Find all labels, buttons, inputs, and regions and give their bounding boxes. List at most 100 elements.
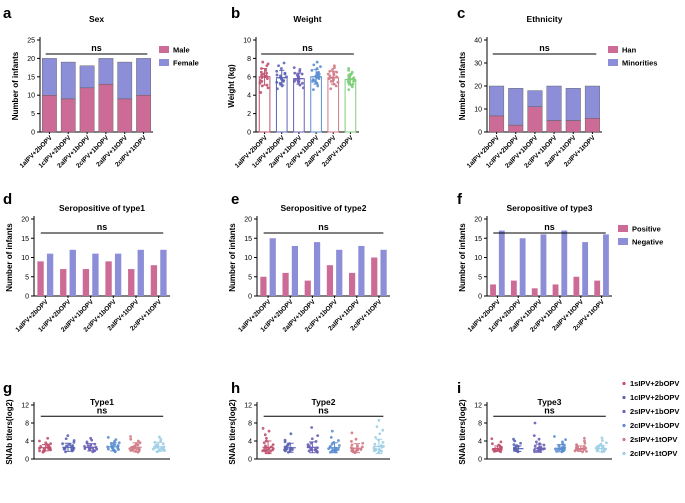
data-point: [306, 443, 310, 446]
data-point: [373, 442, 377, 446]
data-point: [259, 91, 263, 94]
y-tick-label: 8: [248, 421, 252, 428]
bar-negative: [540, 234, 547, 296]
legend-label: Male: [173, 46, 190, 55]
data-point: [275, 69, 279, 73]
y-tick-label: 4: [248, 439, 252, 446]
bar-minorities: [565, 88, 581, 121]
panel-letter: a: [3, 5, 12, 22]
data-point: [347, 67, 351, 70]
bar-positive: [304, 280, 311, 296]
data-point: [38, 439, 41, 443]
data-point: [279, 74, 282, 78]
bar-positive: [37, 261, 44, 296]
legend-label: Female: [173, 59, 199, 68]
chart-title: Seropositive of type2: [281, 203, 367, 213]
data-point: [261, 427, 265, 430]
data-point: [259, 79, 262, 82]
data-point: [64, 437, 68, 441]
data-point: [359, 448, 363, 451]
data-point: [346, 80, 350, 83]
data-point: [133, 444, 137, 448]
y-tick-label: 5: [31, 111, 35, 118]
bar-male: [42, 94, 57, 133]
data-point: [301, 86, 305, 90]
legend-swatch: [608, 59, 618, 66]
data-point: [561, 440, 564, 444]
panel-letter: h: [231, 380, 240, 397]
significance-label: ns: [539, 43, 550, 53]
data-point: [65, 444, 68, 448]
y-tick-label: 0: [25, 294, 29, 301]
data-point: [39, 445, 43, 448]
data-point: [311, 78, 315, 81]
data-point: [128, 447, 132, 451]
y-tick-label: 12: [21, 403, 29, 410]
data-point: [266, 86, 270, 90]
data-point: [377, 418, 381, 422]
bar-negative: [336, 249, 343, 296]
data-point: [331, 68, 334, 71]
bar-negative: [69, 249, 76, 296]
data-point: [278, 81, 282, 85]
data-point: [262, 448, 266, 451]
legend-marker: [622, 451, 626, 456]
data-point: [337, 444, 341, 447]
data-point: [298, 68, 302, 71]
data-point: [378, 432, 382, 436]
data-point: [553, 435, 556, 438]
data-point: [542, 443, 546, 447]
data-point: [373, 448, 377, 451]
y-tick-label: 4: [247, 93, 251, 100]
chart-title: Seropositive of type3: [507, 203, 593, 213]
data-point: [310, 68, 314, 72]
panel-f: f Seropositive of type3 Number of infants 0…: [457, 191, 663, 334]
bar-negative: [561, 230, 568, 296]
data-point: [153, 440, 157, 444]
data-point: [329, 436, 333, 439]
data-point: [265, 77, 269, 81]
data-point: [289, 432, 293, 436]
data-point: [89, 436, 93, 440]
mean-bar: [310, 76, 322, 133]
bar-han: [508, 124, 524, 133]
data-point: [86, 444, 90, 448]
y-tick-label: 0: [247, 130, 251, 137]
data-point: [335, 70, 339, 74]
y-tick-label: 12: [244, 403, 252, 410]
legend-label: 2cIPV+1tOPV: [630, 449, 677, 458]
bar-minorities: [546, 85, 562, 121]
legend-label: 2sIPV+1tOPV: [630, 435, 677, 444]
data-point: [293, 71, 297, 75]
legend-marker: [622, 423, 626, 428]
bar-male: [136, 94, 151, 133]
bar-positive: [371, 257, 378, 296]
data-point: [316, 434, 320, 437]
bar-positive: [573, 276, 580, 296]
data-point: [561, 445, 565, 449]
data-point: [512, 437, 515, 441]
data-point: [490, 442, 494, 446]
y-tick-label: 4: [25, 439, 29, 446]
y-tick-label: 30: [474, 61, 482, 68]
data-point: [138, 441, 142, 445]
bar-negative: [498, 230, 505, 296]
data-point: [328, 445, 332, 448]
bar-negative: [358, 245, 365, 296]
bar-negative: [291, 245, 299, 296]
data-point: [260, 73, 264, 77]
data-point: [277, 64, 280, 68]
data-point: [266, 62, 270, 66]
legend-label: 2cIPV+1bOPV: [630, 421, 679, 430]
data-point: [116, 444, 120, 447]
data-point: [337, 439, 340, 442]
data-point: [114, 438, 118, 442]
significance-label: ns: [302, 43, 313, 53]
data-point: [106, 447, 110, 451]
y-tick-label: 8: [25, 421, 29, 428]
data-point: [310, 437, 314, 441]
y-tick-label: 4: [478, 439, 482, 446]
data-point: [350, 443, 354, 447]
legend-label: 1cIPV+2bOPV: [630, 393, 679, 402]
data-point: [307, 449, 311, 453]
